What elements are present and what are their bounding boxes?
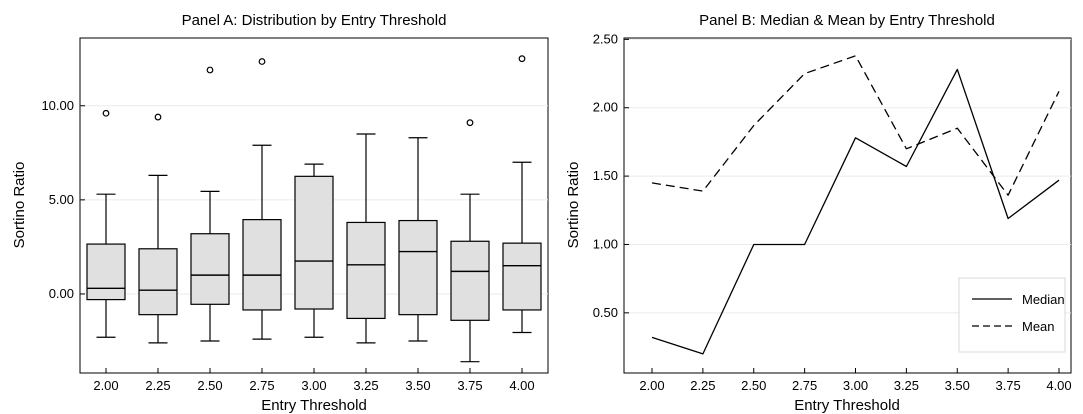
panel-b-lines bbox=[651, 55, 1060, 355]
panel-a-boxes bbox=[86, 55, 542, 363]
panel-a-x-tick-label: 3.25 bbox=[353, 378, 378, 393]
box-iqr bbox=[450, 240, 490, 321]
panel-b-ticks: 0.50 1.00 1.50 2.00 2.50 2.00 2.25 2.50 2.75 3.00… bbox=[593, 31, 1072, 393]
panel-a-box-3.75 bbox=[450, 119, 490, 363]
panel-a-x-tick-label: 4.00 bbox=[509, 378, 534, 393]
panel-a-y-tick-label: 5.00 bbox=[49, 192, 74, 207]
panel-b-y-tick-label: 1.00 bbox=[593, 236, 618, 251]
panel-b-y-tick-label: 2.00 bbox=[593, 100, 618, 115]
outlier-point bbox=[154, 113, 162, 121]
panel-a-box-4.00 bbox=[502, 55, 542, 334]
panel-a-box-2.75 bbox=[242, 58, 282, 340]
outlier-point bbox=[518, 55, 526, 63]
panel-b-x-tick-label: 3.75 bbox=[995, 378, 1020, 393]
panel-a-x-tick-label: 2.75 bbox=[249, 378, 274, 393]
box-iqr bbox=[138, 248, 178, 316]
panel-b-x-tick-label: 3.50 bbox=[945, 378, 970, 393]
panel-a-title: Panel A: Distribution by Entry Threshold bbox=[182, 12, 447, 29]
panel-b-y-axis-label: Sortino Ratio bbox=[565, 162, 582, 249]
panel-a-box-3.00 bbox=[294, 163, 334, 338]
panel-b-grid bbox=[624, 38, 1071, 314]
panel-b-y-tick-label: 0.50 bbox=[593, 305, 618, 320]
panel-b-y-tick-label: 2.50 bbox=[593, 31, 618, 46]
series-line-mean bbox=[651, 55, 1060, 196]
panel-a-x-axis-label: Entry Threshold bbox=[261, 397, 367, 414]
legend-median-label: Median bbox=[1022, 292, 1065, 307]
panel-b-x-tick-label: 2.50 bbox=[741, 378, 766, 393]
panel-a-x-tick-label: 2.00 bbox=[93, 378, 118, 393]
panel-b-legend: Median Mean bbox=[958, 277, 1066, 353]
panel-a-y-axis-label: Sortino Ratio bbox=[11, 162, 28, 249]
outlier-point bbox=[206, 66, 214, 74]
panel-a-x-tick-label: 2.50 bbox=[197, 378, 222, 393]
panel-b-x-axis-label: Entry Threshold bbox=[794, 397, 900, 414]
panel-b-x-tick-label: 3.00 bbox=[843, 378, 868, 393]
panel-b-title: Panel B: Median & Mean by Entry Threshol… bbox=[699, 12, 995, 29]
panel-a-x-tick-label: 2.25 bbox=[145, 378, 170, 393]
panel-a: 0.00 5.00 10.00 2.00 2.25 2.50 2.75 3.00 3.25 3.5… bbox=[11, 12, 549, 414]
panel-a-box-3.25 bbox=[346, 133, 386, 344]
panel-a-box-3.50 bbox=[398, 137, 438, 342]
box-iqr bbox=[502, 242, 542, 311]
panel-b-x-tick-label: 4.00 bbox=[1046, 378, 1071, 393]
legend-box bbox=[958, 277, 1066, 353]
outlier-point bbox=[258, 58, 266, 65]
panel-a-ticks: 0.00 5.00 10.00 2.00 2.25 2.50 2.75 3.00 3.25 3.5… bbox=[41, 98, 534, 393]
panel-b: 0.50 1.00 1.50 2.00 2.50 2.00 2.25 2.50 2.75 3.00… bbox=[565, 12, 1072, 414]
box-iqr bbox=[190, 233, 230, 305]
panel-a-box-2.00 bbox=[86, 109, 126, 338]
legend-mean-label: Mean bbox=[1022, 319, 1055, 334]
series-line-median bbox=[651, 68, 1060, 355]
panel-a-x-tick-label: 3.50 bbox=[405, 378, 430, 393]
panel-a-y-tick-label: 10.00 bbox=[41, 98, 74, 113]
panel-b-y-tick-label: 1.50 bbox=[593, 168, 618, 183]
outlier-point bbox=[102, 109, 110, 117]
panel-a-y-tick-label: 0.00 bbox=[49, 286, 74, 301]
panel-b-x-tick-label: 2.25 bbox=[690, 378, 715, 393]
box-iqr bbox=[86, 243, 126, 301]
panel-a-box-2.50 bbox=[190, 66, 230, 342]
panel-a-x-tick-label: 3.75 bbox=[457, 378, 482, 393]
box-iqr bbox=[398, 219, 438, 316]
box-iqr bbox=[242, 219, 282, 311]
panel-b-x-tick-label: 3.25 bbox=[894, 378, 919, 393]
panel-b-x-tick-label: 2.75 bbox=[792, 378, 817, 393]
box-iqr bbox=[346, 221, 386, 320]
panel-a-box-2.25 bbox=[138, 113, 178, 344]
box-iqr bbox=[294, 175, 334, 310]
panel-a-x-tick-label: 3.00 bbox=[301, 378, 326, 393]
outlier-point bbox=[466, 119, 474, 127]
panel-b-x-tick-label: 2.00 bbox=[639, 378, 664, 393]
